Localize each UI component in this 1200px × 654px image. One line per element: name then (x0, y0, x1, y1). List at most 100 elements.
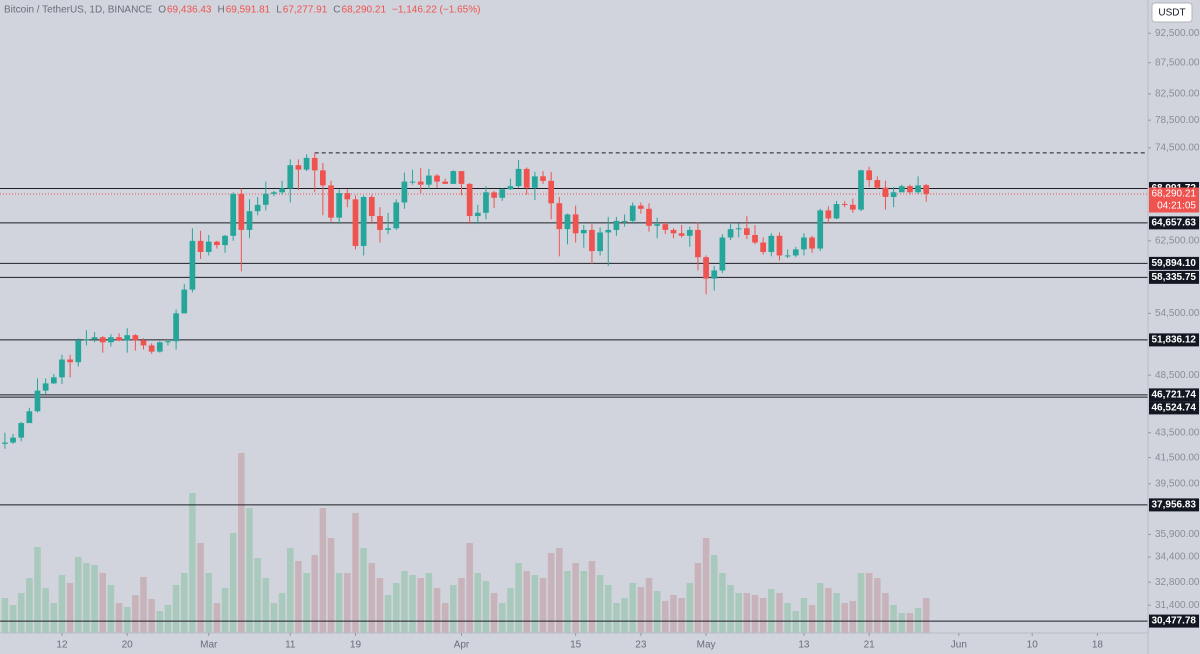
candle-body (483, 192, 489, 213)
volume-bar (743, 593, 751, 633)
volume-bar (874, 578, 881, 633)
level-label-box (1149, 256, 1199, 270)
volume-bar (816, 583, 824, 633)
y-tick-label: 41,500.00 (1155, 452, 1200, 463)
level-label: 58,335.75 (1152, 272, 1197, 283)
volume-bar (392, 583, 400, 633)
candle-body (124, 335, 131, 341)
volume-bar (596, 575, 604, 633)
volume-bar (539, 578, 547, 633)
volume-bar (344, 573, 351, 633)
volume-bar (849, 601, 857, 633)
candle-body (132, 335, 139, 341)
x-tick-label: Jun (951, 640, 967, 651)
volume-bar (735, 593, 742, 633)
candle-body (678, 233, 685, 236)
candle-body (442, 181, 449, 184)
level-label: 46,524.74 (1152, 403, 1197, 414)
volume-bar (727, 585, 734, 633)
volume-bar (882, 593, 889, 633)
volume-bar (9, 605, 17, 633)
candle-body (915, 185, 921, 193)
x-tick-label: Mar (200, 640, 218, 651)
volume-bar (776, 593, 783, 633)
candle-body (907, 186, 913, 193)
y-tick-label: 34,400.00 (1155, 552, 1200, 563)
candle-body (564, 214, 571, 230)
candle-body (393, 202, 400, 229)
volume-bar (75, 557, 82, 633)
candle-body (222, 235, 228, 246)
candle-body (686, 229, 693, 236)
x-tick-label: 13 (798, 640, 810, 651)
candle-body (287, 165, 294, 189)
field-key: O (158, 5, 166, 16)
volume-bar (1, 598, 9, 633)
volume-bar (441, 603, 449, 633)
candle-body (711, 270, 718, 279)
volume-bar (417, 578, 424, 633)
candle-body (254, 204, 261, 212)
level-label: 30,477.78 (1152, 616, 1197, 627)
candle-body (654, 224, 661, 226)
candle-body (474, 212, 481, 217)
candle-body (719, 237, 726, 271)
candle-body (597, 232, 603, 252)
candle-body (214, 241, 220, 246)
volume-bar (123, 607, 131, 633)
x-tick-label: Apr (454, 640, 470, 651)
currency-button[interactable]: USDT (1151, 2, 1193, 23)
volume-bar (287, 548, 294, 633)
candle-body (173, 313, 179, 342)
y-tick-label: 92,500.00 (1155, 28, 1200, 39)
volume-bar (702, 538, 710, 633)
candle-body (401, 181, 408, 203)
volume-bar (613, 603, 620, 633)
button-box[interactable] (1151, 2, 1193, 23)
candle-body (670, 229, 677, 234)
candle-body (580, 229, 587, 234)
candle-body (833, 204, 840, 219)
volume-bar (768, 589, 775, 633)
candle-body (262, 193, 269, 205)
volume-bar (376, 578, 384, 633)
volume-bar (205, 573, 212, 633)
volume-bar (710, 555, 718, 633)
volume-bar (164, 605, 172, 633)
field-key: L (276, 5, 282, 16)
candle-body (923, 185, 930, 194)
volume-bar (833, 593, 840, 633)
candle-body (760, 242, 767, 252)
candle-body (328, 185, 334, 218)
candle-body (638, 205, 644, 209)
y-tick-label: 78,500.00 (1155, 115, 1200, 126)
volume-bar (140, 577, 147, 633)
volume-bar (490, 593, 498, 633)
candle-body (589, 229, 595, 252)
volume-bar (26, 578, 33, 633)
candle-body (540, 176, 546, 181)
volume-bar (825, 588, 832, 633)
candle-body (792, 249, 799, 256)
volume-bar (678, 598, 685, 633)
volume-bar (262, 578, 270, 633)
candle-body (613, 220, 620, 230)
volume-bar (132, 595, 139, 633)
volume-bar (482, 581, 490, 633)
volume-bar (311, 555, 318, 633)
candle-body (703, 257, 709, 279)
volume-bar (352, 513, 359, 633)
volume-bar (221, 588, 229, 633)
candle-body (311, 157, 318, 171)
volume-bar (621, 598, 628, 633)
volume-bar (368, 563, 376, 633)
field-value: 67,277.91 (283, 5, 328, 16)
volume-bar (662, 601, 669, 633)
y-tick-label: 32,800.00 (1155, 577, 1200, 588)
level-label-box (1149, 270, 1199, 284)
level-label-box (1149, 401, 1199, 415)
currency[interactable]: USDT (1158, 8, 1185, 19)
x-tick-label: 18 (1092, 640, 1104, 651)
